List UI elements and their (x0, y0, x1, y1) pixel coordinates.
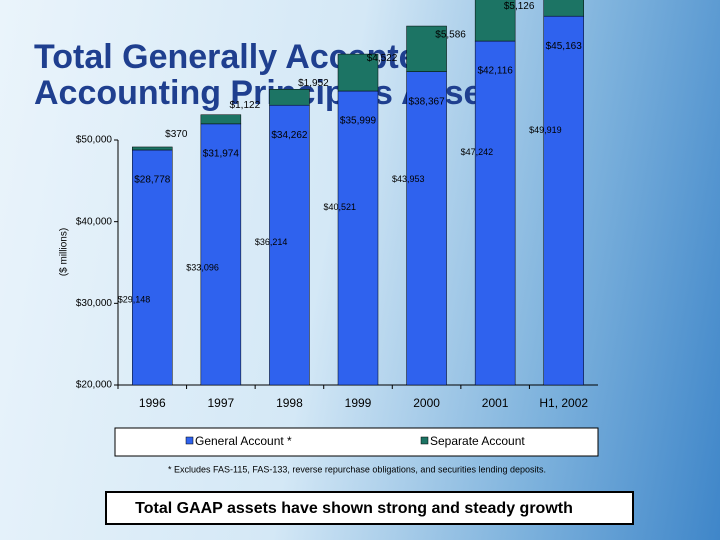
value-label: $31,974 (203, 149, 240, 160)
x-tick-label: 2000 (413, 396, 440, 410)
y-tick-label: $30,000 (76, 298, 113, 309)
conclusion-box (105, 491, 634, 525)
value-label: $38,367 (408, 96, 445, 107)
value-label: $370 (165, 129, 188, 140)
conclusion: Total GAAP assets have shown strong and … (135, 500, 573, 517)
value-label: $42,116 (477, 66, 513, 77)
bar-segment (543, 15, 584, 386)
value-label: $28,778 (134, 175, 171, 186)
bar-segment (474, 0, 516, 42)
bar-segment (474, 40, 516, 386)
total-label: $49,919 (529, 125, 562, 135)
total-label: $47,242 (461, 147, 494, 157)
bar-segment (200, 123, 242, 386)
value-label: $5,126 (504, 1, 535, 12)
y-tick-label: $20,000 (76, 380, 113, 391)
legend-swatch (420, 436, 429, 445)
value-label: $35,999 (340, 116, 377, 127)
total-label: $36,214 (255, 237, 288, 247)
bar-segment (543, 0, 584, 17)
y-tick-label: $50,000 (76, 135, 113, 146)
x-tick-label: 1996 (139, 396, 166, 410)
y-axis-label: ($ millions) (59, 228, 70, 276)
x-tick-label: 1999 (345, 396, 372, 410)
total-label: $33,096 (186, 262, 219, 272)
value-label: $1,122 (230, 100, 261, 111)
x-tick-label: H1, 2002 (539, 396, 588, 410)
value-label: $5,586 (435, 30, 466, 41)
bar-segment (406, 25, 447, 72)
value-label: $4,522 (367, 53, 398, 64)
bar-segment (132, 146, 173, 151)
legend-label: Separate Account (430, 434, 525, 448)
total-label: $43,953 (392, 174, 425, 184)
bar-segment (337, 90, 379, 386)
bar-segment (269, 104, 310, 386)
x-tick-label: 1997 (208, 396, 235, 410)
x-tick-label: 2001 (482, 396, 509, 410)
value-label: $1,952 (298, 78, 329, 89)
bar-segment (406, 71, 447, 386)
bar-segment (269, 89, 310, 106)
legend (114, 427, 599, 457)
value-label: $34,262 (271, 130, 308, 141)
y-tick-label: $40,000 (76, 216, 113, 227)
legend-label: General Account * (195, 434, 292, 448)
footnote: * Excludes FAS-115, FAS-133, reverse rep… (168, 464, 546, 474)
total-label: $29,148 (118, 295, 151, 305)
value-label: $45,163 (546, 41, 583, 52)
bar-segment (337, 53, 379, 92)
total-label: $40,521 (323, 202, 356, 212)
legend-swatch (185, 436, 194, 445)
x-tick-label: 1998 (276, 396, 303, 410)
bar-segment (200, 114, 242, 125)
